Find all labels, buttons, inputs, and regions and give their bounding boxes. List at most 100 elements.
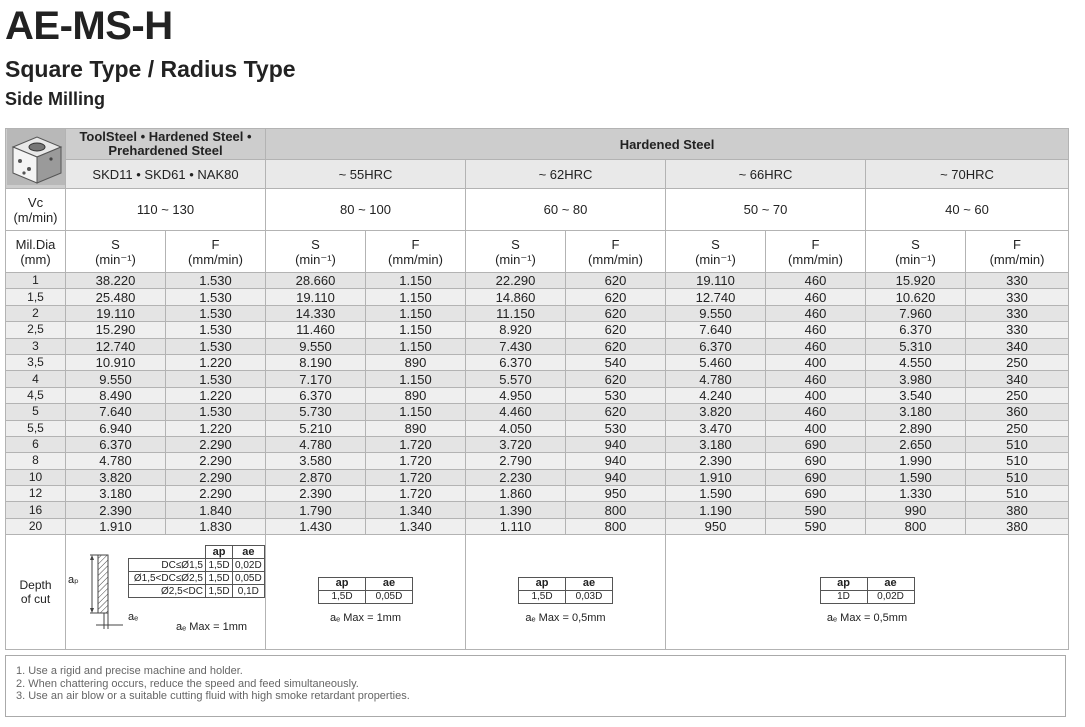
cell: 8.190: [265, 353, 366, 372]
depth-table-row: DC≤Ø1,5 1,5D 0,02D: [128, 558, 265, 573]
cell: 690: [765, 485, 866, 503]
vc-label: Vc (m/min): [5, 188, 66, 231]
cell: 1.150: [365, 304, 466, 323]
cell: 2.870: [265, 468, 366, 487]
hardness: ~ 66HRC: [665, 159, 866, 189]
data-row: 8 4.780 2.290 3.580 1.720 2.790 940 2.390 690 1.9…: [5, 452, 1070, 470]
header-row: ToolSteel • Hardened Steel • Prehardened …: [5, 127, 1070, 189]
material-group-line: Prehardened Steel: [108, 143, 223, 159]
dia: 3: [5, 337, 66, 355]
cell: 1.830: [165, 517, 266, 536]
depth-row: Depth of cut aₚ aₑ ap ae DC≤Ø1,5 1,5D 0,02D Ø1,5<…: [5, 534, 1070, 651]
depth-cell: Ø2,5<DC: [128, 584, 206, 599]
depth-table-row: 1D 0,02D: [819, 589, 915, 604]
cell: 3.820: [65, 468, 166, 487]
depth-table-header: ap ae: [128, 545, 265, 560]
cell: 620: [565, 304, 666, 323]
column-header: S (min⁻¹): [265, 230, 366, 273]
column-unit: (mm/min): [788, 251, 843, 267]
depth-header: ae: [866, 576, 915, 591]
hardness-row: SKD11 • SKD61 • NAK80 ~ 55HRC ~ 62HRC ~ …: [6, 159, 1070, 189]
cell: 620: [565, 288, 666, 306]
cell: 19.110: [665, 271, 766, 290]
ae-label: aₑ: [128, 611, 139, 624]
cell: 690: [765, 468, 866, 487]
data-row: 2,5 15.290 1.530 11.460 1.150 8.920 620 7.640 46…: [5, 321, 1070, 339]
dia: 12: [5, 485, 66, 503]
cell: 330: [964, 288, 1070, 306]
column-unit: (min⁻¹): [95, 251, 136, 267]
column-name: F: [611, 236, 620, 252]
cell: 400: [765, 419, 866, 437]
column-unit: (min⁻¹): [695, 251, 736, 267]
cell: 3.180: [665, 435, 766, 454]
data-row: 12 3.180 2.290 2.390 1.720 1.860 950 1.590 690 1.…: [5, 485, 1070, 503]
cell: 7.430: [465, 337, 566, 355]
dia: 1,5: [5, 288, 66, 306]
dia: 10: [5, 468, 66, 487]
cell: 3.820: [665, 403, 766, 421]
dia: 1: [5, 271, 66, 290]
cell: 510: [964, 485, 1070, 503]
cell: 4.550: [865, 353, 966, 372]
depth-cell: DC≤Ø1,5: [128, 558, 206, 573]
column-name: F: [411, 236, 420, 252]
cell: 1.860: [465, 485, 566, 503]
cell: 19.110: [265, 288, 366, 306]
cell: 1.590: [865, 468, 966, 487]
cell: 11.150: [465, 304, 566, 323]
cell: 4.780: [265, 435, 366, 454]
cell: 510: [964, 468, 1070, 487]
notes: 1. Use a rigid and precise machine and h…: [5, 655, 1066, 717]
cell: 5.310: [865, 337, 966, 355]
cell: 2.290: [165, 468, 266, 487]
cell: 1.150: [365, 370, 466, 388]
cell: 6.370: [65, 435, 166, 454]
dia: 4: [5, 370, 66, 388]
column-name: S: [711, 236, 720, 252]
cell: 9.550: [65, 370, 166, 388]
cell: 330: [964, 304, 1070, 323]
column-unit: (mm/min): [388, 251, 443, 267]
data-row: 5,5 6.940 1.220 5.210 890 4.050 530 3.470 400 2.8…: [5, 419, 1070, 437]
cell: 7.640: [665, 321, 766, 339]
cell: 7.170: [265, 370, 366, 388]
dia: 2: [5, 304, 66, 323]
material-grades: SKD11 • SKD61 • NAK80: [65, 159, 266, 189]
depth-header: ae: [565, 576, 613, 591]
cell: 1.220: [165, 386, 266, 405]
column-name: F: [211, 236, 220, 252]
column-unit: (mm/min): [588, 251, 643, 267]
cell: 6.370: [865, 321, 966, 339]
cell: 460: [765, 288, 866, 306]
dia: 5,5: [5, 419, 66, 437]
cell: 510: [964, 452, 1070, 470]
cell: 1.150: [365, 403, 466, 421]
cell: 12.740: [665, 288, 766, 306]
depth-cell: 1,5D: [205, 571, 233, 586]
cell: 1.720: [365, 435, 466, 454]
cell: 1.910: [65, 517, 166, 536]
depth-table: ap ae 1,5D 0,05D: [318, 576, 413, 604]
cell: 3.720: [465, 435, 566, 454]
cell: 460: [765, 403, 866, 421]
cell: 620: [565, 403, 666, 421]
cell: 1.390: [465, 501, 566, 519]
cell: 5.210: [265, 419, 366, 437]
dia-label-line: (mm): [20, 251, 51, 267]
dia: 5: [5, 403, 66, 421]
depth-table-row: Ø2,5<DC 1,5D 0,1D: [128, 584, 265, 599]
depth-cell: 1,5D: [205, 584, 233, 599]
cell: 2.390: [65, 501, 166, 519]
vc-row: Vc (m/min) 110 ~ 130 80 ~ 100 60 ~ 80 50 …: [5, 188, 1070, 231]
depth-cell: 0,03D: [565, 589, 613, 604]
cell: 530: [565, 386, 666, 405]
dia: 8: [5, 452, 66, 470]
cell: 510: [964, 435, 1070, 454]
cell: 3.540: [865, 386, 966, 405]
cell: 380: [964, 501, 1070, 519]
depth-cell: 1,5D: [518, 589, 566, 604]
cell: 690: [765, 452, 866, 470]
cutting-table: ToolSteel • Hardened Steel • Prehardened …: [5, 127, 1070, 651]
cell: 400: [765, 353, 866, 372]
